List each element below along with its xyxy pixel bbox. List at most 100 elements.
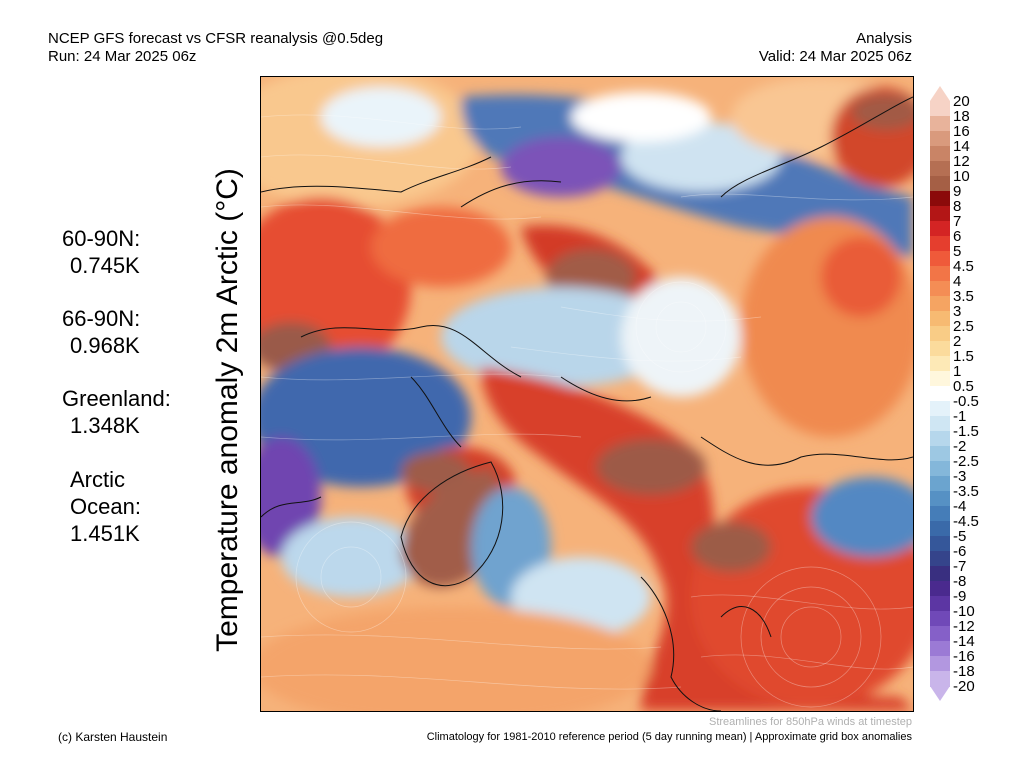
run-time: Run: 24 Mar 2025 06z (48, 48, 197, 65)
colorbar-tick-label: 5 (953, 243, 962, 260)
colorbar-segment (930, 266, 950, 282)
colorbar-tick-label: -3 (953, 468, 967, 485)
colorbar-tick-label: 16 (953, 123, 970, 140)
colorbar-tick-label: 8 (953, 198, 962, 215)
header-right: Analysis Valid: 24 Mar 2025 06z (759, 30, 912, 66)
colorbar-tick-label: -9 (953, 588, 967, 605)
colorbar-segment (930, 101, 950, 117)
analysis-type: Analysis (856, 30, 912, 47)
colorbar-segment (930, 461, 950, 477)
colorbar-tick-label: 3 (953, 303, 962, 320)
colorbar-segment (930, 206, 950, 222)
colorbar-segment (930, 431, 950, 447)
stat-value: 0.968K (70, 333, 140, 358)
colorbar-segment (930, 446, 950, 462)
colorbar-segment (930, 221, 950, 237)
colorbar-segment (930, 656, 950, 672)
colorbar-tick-label: -6 (953, 543, 967, 560)
colorbar-tick-label: -16 (953, 648, 975, 665)
climatology-note: Climatology for 1981-2010 reference peri… (426, 731, 912, 743)
colorbar (930, 86, 950, 701)
colorbar-segment (930, 161, 950, 177)
colorbar-segment (930, 131, 950, 147)
colorbar-segment (930, 536, 950, 552)
colorbar-segment (930, 386, 950, 402)
colorbar-segment (930, 116, 950, 132)
colorbar-tick-label: 7 (953, 213, 962, 230)
colorbar-tick-label: -1.5 (953, 423, 979, 440)
colorbar-tick-label: 4.5 (953, 258, 974, 275)
colorbar-tick-label: 20 (953, 93, 970, 110)
colorbar-tick-label: 2 (953, 333, 962, 350)
stat-value: 1.348K (70, 413, 140, 438)
colorbar-segment (930, 296, 950, 312)
colorbar-tick-label: 10 (953, 168, 970, 185)
colorbar-segment (930, 551, 950, 567)
colorbar-segment (930, 281, 950, 297)
colorbar-top-arrow (930, 86, 950, 101)
colorbar-segment (930, 371, 950, 387)
colorbar-tick-label: -5 (953, 528, 967, 545)
header-left: NCEP GFS forecast vs CFSR reanalysis @0.… (48, 30, 383, 66)
colorbar-segment (930, 596, 950, 612)
stat-label-line2: Ocean: (70, 494, 141, 519)
colorbar-segment (930, 326, 950, 342)
colorbar-tick-label: -8 (953, 573, 967, 590)
colorbar-tick-label: -12 (953, 618, 975, 635)
stat-label: Greenland: (62, 386, 171, 411)
colorbar-tick-label: 14 (953, 138, 970, 155)
colorbar-tick-label: -0.5 (953, 393, 979, 410)
streamlines-note: Streamlines for 850hPa winds at timestep (709, 716, 912, 728)
credit-text: (c) Karsten Haustein (58, 730, 168, 744)
colorbar-tick-label: -10 (953, 603, 975, 620)
stat-arctic-ocean: Arctic Ocean: 1.451K (62, 466, 141, 547)
colorbar-tick-label: -2 (953, 438, 967, 455)
colorbar-tick-label: 6 (953, 228, 962, 245)
colorbar-segment (930, 401, 950, 417)
colorbar-tick-label: 2.5 (953, 318, 974, 335)
colorbar-segment (930, 176, 950, 192)
colorbar-tick-label: -4.5 (953, 513, 979, 530)
colorbar-segment (930, 491, 950, 507)
colorbar-tick-label: 9 (953, 183, 962, 200)
colorbar-segment (930, 341, 950, 357)
valid-time: Valid: 24 Mar 2025 06z (758, 48, 912, 65)
map-canvas (261, 77, 913, 711)
colorbar-segment (930, 416, 950, 432)
colorbar-tick-label: -1 (953, 408, 967, 425)
colorbar-segment (930, 581, 950, 597)
colorbar-tick-label: -7 (953, 558, 967, 575)
colorbar-tick-label: -14 (953, 633, 975, 650)
colorbar-tick-label: -20 (953, 678, 975, 695)
stat-label: 60-90N: (62, 226, 141, 251)
stat-greenland: Greenland: 1.348K (62, 385, 171, 439)
colorbar-segment (930, 191, 950, 207)
colorbar-tick-label: 12 (953, 153, 970, 170)
colorbar-bottom-arrow (930, 686, 950, 701)
colorbar-segment (930, 476, 950, 492)
colorbar-tick-label: 18 (953, 108, 970, 125)
colorbar-segment (930, 521, 950, 537)
wind-streamlines (261, 114, 913, 708)
anomaly-map (260, 76, 914, 712)
vertical-axis-label: Temperature anomaly 2m Arctic (°C) (211, 168, 244, 652)
stat-value: 1.451K (70, 521, 140, 546)
colorbar-segment (930, 356, 950, 372)
colorbar-segment (930, 146, 950, 162)
colorbar-tick-label: 1.5 (953, 348, 974, 365)
coastlines (261, 96, 913, 711)
colorbar-segment (930, 611, 950, 627)
colorbar-segment (930, 566, 950, 582)
colorbar-segment (930, 251, 950, 267)
colorbar-tick-label: 3.5 (953, 288, 974, 305)
colorbar-tick-label: 1 (953, 363, 962, 380)
colorbar-tick-label: -2.5 (953, 453, 979, 470)
colorbar-segment (930, 641, 950, 657)
colorbar-tick-label: -3.5 (953, 483, 979, 500)
colorbar-tick-label: -4 (953, 498, 967, 515)
stat-value: 0.745K (70, 253, 140, 278)
colorbar-tick-label: 4 (953, 273, 962, 290)
stat-66-90n: 66-90N: 0.968K (62, 305, 140, 359)
colorbar-tick-label: -18 (953, 663, 975, 680)
anomaly-field (261, 77, 913, 711)
